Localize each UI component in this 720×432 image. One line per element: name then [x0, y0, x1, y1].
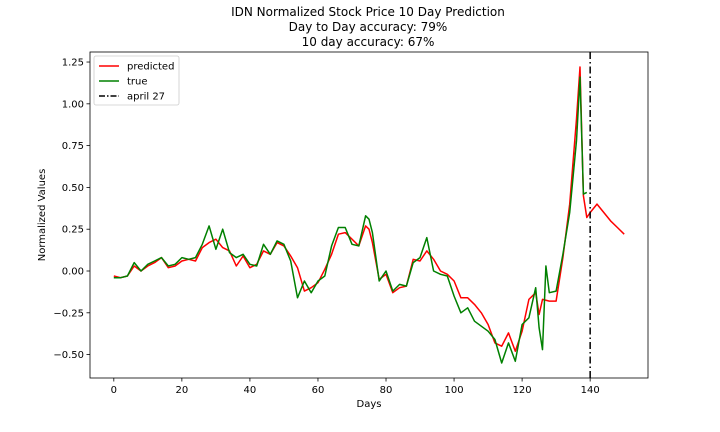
legend-box	[93, 55, 180, 106]
axes-frame	[89, 51, 649, 379]
x-tick-label: 40	[244, 385, 257, 396]
x-tick-label: 120	[513, 385, 532, 396]
x-tick-label: 100	[445, 385, 464, 396]
x-axis-label: Days	[357, 399, 382, 410]
y-axis-label: Normalized Values	[37, 169, 48, 262]
y-axis: −0.50 −0.25 0.00 0.25 0.50 0.75 1.00 1.25	[53, 58, 90, 361]
legend-label-predicted: predicted	[127, 62, 174, 73]
y-tick-label: 0.00	[62, 267, 84, 278]
legend: predicted true april 27	[93, 55, 180, 106]
series-line-true	[113, 76, 588, 364]
y-tick-label: 0.75	[62, 141, 84, 152]
y-tick-label: −0.50	[53, 350, 84, 361]
series-line-predicted	[113, 66, 625, 353]
y-tick-label: 0.25	[62, 225, 84, 236]
x-tick-label: 20	[175, 385, 188, 396]
x-tick-label: 0	[111, 385, 117, 396]
chart-title-line-2: Day to Day accuracy: 79%	[289, 20, 448, 34]
chart-title-line-3: 10 day accuracy: 67%	[302, 35, 435, 49]
x-tick-label: 140	[581, 385, 600, 396]
y-tick-label: 0.50	[62, 183, 84, 194]
y-tick-label: 1.25	[62, 58, 84, 69]
x-tick-label: 60	[312, 385, 325, 396]
y-tick-label: −0.25	[53, 308, 84, 319]
legend-label-true: true	[127, 77, 148, 88]
x-tick-label: 80	[380, 385, 393, 396]
y-tick-label: 1.00	[62, 99, 84, 110]
chart-title: IDN Normalized Stock Price 10 Day Predic…	[231, 5, 505, 49]
plot-area	[113, 52, 625, 378]
legend-label-vline: april 27	[127, 92, 165, 103]
x-axis: 0 20 40 60 80 100 120 140	[111, 378, 600, 396]
chart-title-line-1: IDN Normalized Stock Price 10 Day Predic…	[231, 5, 505, 19]
